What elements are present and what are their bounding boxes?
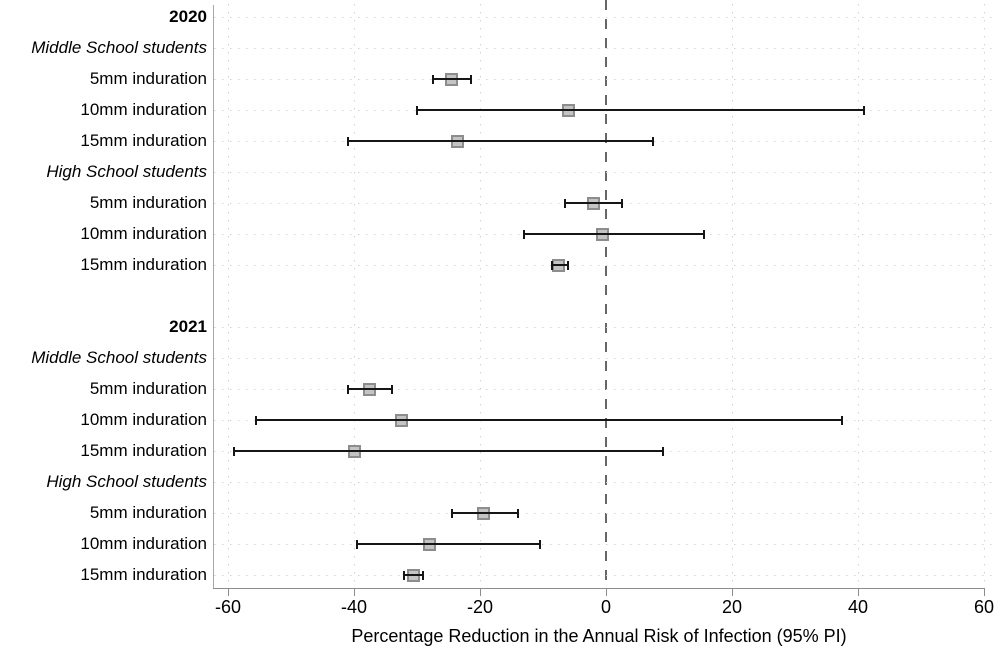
row-label-data: 5mm induration xyxy=(89,503,207,522)
ci-cap-low xyxy=(523,229,526,239)
zero-reference-line xyxy=(605,0,607,588)
vertical-gridline xyxy=(732,4,733,588)
ci-cap-low xyxy=(416,105,418,115)
ci-line xyxy=(552,264,569,266)
row-label-data: 5mm induration xyxy=(89,69,207,88)
row-label-data: 15mm induration xyxy=(80,131,207,150)
row-label-header: 2020 xyxy=(169,7,207,26)
ci-cap-low xyxy=(431,74,434,84)
ci-cap-low xyxy=(403,570,406,580)
horizontal-gridline xyxy=(214,17,997,18)
x-axis-tick xyxy=(354,588,355,596)
ci-cap-low xyxy=(255,415,258,425)
ci-cap-high xyxy=(422,570,425,580)
ci-cap-low xyxy=(564,198,567,208)
horizontal-gridline xyxy=(214,575,997,576)
row-label-data: 5mm induration xyxy=(89,193,207,212)
horizontal-gridline xyxy=(214,389,997,390)
row-label-data: 10mm induration xyxy=(80,410,207,429)
y-axis-line xyxy=(213,5,214,588)
horizontal-gridline xyxy=(214,172,997,173)
ci-line xyxy=(432,78,471,80)
row-label-data: 15mm induration xyxy=(80,565,207,584)
ci-cap-low xyxy=(346,384,349,394)
row-label-data: 10mm induration xyxy=(80,100,207,119)
row-label-group: Middle School students xyxy=(31,38,207,57)
ci-line xyxy=(347,388,392,390)
row-label-data: 5mm induration xyxy=(89,379,207,398)
x-axis-tick xyxy=(858,588,859,596)
ci-cap-high xyxy=(538,539,541,549)
row-label-group: High School students xyxy=(46,162,207,181)
x-axis-line xyxy=(213,588,985,589)
ci-line xyxy=(451,512,518,514)
ci-cap-high xyxy=(863,105,866,115)
ci-line xyxy=(357,543,540,545)
ci-cap-high xyxy=(516,508,519,518)
x-axis-tick xyxy=(228,588,229,596)
ci-line xyxy=(234,450,663,452)
horizontal-gridline xyxy=(214,79,997,80)
vertical-gridline xyxy=(228,4,229,588)
x-axis-tick-label: -60 xyxy=(214,597,241,617)
ci-cap-low xyxy=(233,446,236,456)
x-axis-tick-label: 0 xyxy=(600,597,611,617)
ci-line xyxy=(565,202,622,204)
x-axis-tick xyxy=(606,588,607,596)
horizontal-gridline xyxy=(214,513,997,514)
ci-cap-high xyxy=(469,74,472,84)
x-axis-tick xyxy=(984,588,985,596)
ci-cap-high xyxy=(652,136,655,146)
vertical-gridline xyxy=(858,4,859,588)
x-axis-tick-label: 40 xyxy=(847,597,869,617)
horizontal-gridline xyxy=(214,48,997,49)
row-label-group: Middle School students xyxy=(31,348,207,367)
row-label-group: High School students xyxy=(46,472,207,491)
x-axis-tick-label: 20 xyxy=(721,597,743,617)
vertical-gridline xyxy=(480,4,481,588)
x-axis-tick-label: -20 xyxy=(466,597,493,617)
row-label-data: 10mm induration xyxy=(80,224,207,243)
x-axis-tick xyxy=(732,588,733,596)
ci-cap-high xyxy=(567,260,570,270)
horizontal-gridline xyxy=(214,544,997,545)
horizontal-gridline xyxy=(214,358,997,359)
horizontal-gridline xyxy=(214,327,997,328)
ci-cap-high xyxy=(620,198,623,208)
row-label-data: 10mm induration xyxy=(80,534,207,553)
horizontal-gridline xyxy=(214,265,997,266)
row-label-data: 15mm induration xyxy=(80,441,207,460)
ci-line xyxy=(404,574,424,576)
ci-cap-high xyxy=(390,384,393,394)
ci-line xyxy=(347,140,654,142)
ci-cap-high xyxy=(702,229,705,239)
vertical-gridline xyxy=(354,4,355,588)
ci-line xyxy=(256,419,843,421)
x-axis-title: Percentage Reduction in the Annual Risk … xyxy=(351,626,847,646)
ci-line xyxy=(417,109,865,111)
ci-cap-low xyxy=(346,136,349,146)
x-axis-tick xyxy=(480,588,481,596)
x-axis-tick-label: -40 xyxy=(340,597,367,617)
ci-cap-low xyxy=(450,508,453,518)
ci-cap-high xyxy=(841,415,844,425)
row-label-header: 2021 xyxy=(169,317,207,336)
x-axis-tick-label: 60 xyxy=(973,597,995,617)
vertical-gridline xyxy=(984,4,985,588)
ci-cap-low xyxy=(356,539,359,549)
ci-line xyxy=(524,233,704,235)
ci-cap-high xyxy=(661,446,664,456)
ci-cap-low xyxy=(551,260,554,270)
horizontal-gridline xyxy=(214,482,997,483)
row-label-data: 15mm induration xyxy=(80,255,207,274)
